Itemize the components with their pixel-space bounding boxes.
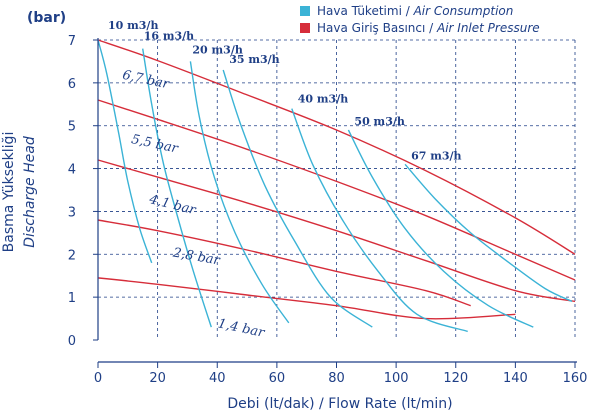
y-tick-label: 0 — [68, 334, 76, 349]
y-tick-label: 4 — [68, 163, 76, 178]
legend-swatch-pressure — [300, 23, 310, 33]
y-axis-title-tr: Basma Yüksekliği — [1, 132, 17, 253]
legend-pressure-label: Hava Giriş Basıncı / Air Inlet Pressure — [317, 21, 540, 35]
air-consumption-label: 35 m3/h — [229, 53, 279, 66]
air-inlet-pressure-line — [97, 219, 471, 307]
y-tick-label: 6 — [68, 77, 76, 92]
x-tick-label: 60 — [269, 371, 286, 386]
air-inlet-pressure-series — [97, 39, 576, 320]
air-consumption-line — [347, 129, 534, 328]
x-tick-label: 20 — [149, 371, 166, 386]
y-tick-label: 2 — [68, 248, 76, 263]
air-consumption-label: 20 m3/h — [192, 43, 242, 56]
air-consumption-line — [189, 61, 290, 324]
x-tick-label: 100 — [384, 371, 409, 386]
air-consumption-label: 50 m3/h — [354, 115, 404, 128]
x-tick-label: 120 — [443, 371, 468, 386]
air-consumption-label: 16 m3/h — [144, 30, 194, 43]
axes: 0 20 40 60 80 100 120 140 160 0 1 2 3 4 5 6 7 — [68, 34, 588, 386]
y-unit-label: (bar) — [27, 10, 66, 26]
air-inlet-pressure-line — [97, 39, 576, 255]
y-tick-label: 3 — [68, 205, 76, 220]
x-axis-title: Debi (lt/dak) / Flow Rate (lt/min) — [227, 396, 452, 412]
y-tick-label: 5 — [68, 120, 76, 135]
legend-air-label: Hava Tüketimi / Air Consumption — [317, 4, 513, 18]
y-axis-title-en: Discharge Head — [22, 136, 38, 248]
air-consumption-series — [97, 39, 573, 333]
air-inlet-pressure-line — [97, 99, 576, 281]
y-tick-label: 1 — [68, 291, 76, 306]
x-tick-label: 80 — [328, 371, 345, 386]
legend-swatch-air — [300, 6, 310, 16]
x-tick-label: 160 — [563, 371, 588, 386]
air-consumption-label: 67 m3/h — [411, 149, 461, 162]
air-consumption-line — [404, 163, 573, 303]
air-inlet-pressure-line — [97, 277, 516, 320]
x-tick-label: 40 — [209, 371, 226, 386]
air-consumption-line — [291, 108, 468, 333]
air-consumption-label: 40 m3/h — [298, 93, 348, 106]
air-consumption-line — [222, 69, 373, 328]
x-tick-label: 0 — [94, 371, 102, 386]
air-consumption-label: 10 m3/h — [108, 19, 158, 32]
air-consumption-line — [142, 48, 212, 328]
air-inlet-pressure-line — [97, 159, 576, 303]
air-consumption-line — [97, 39, 153, 264]
legend: Hava Tüketimi / Air Consumption Hava Gir… — [300, 4, 540, 35]
y-tick-label: 7 — [68, 34, 76, 49]
x-tick-label: 140 — [503, 371, 528, 386]
